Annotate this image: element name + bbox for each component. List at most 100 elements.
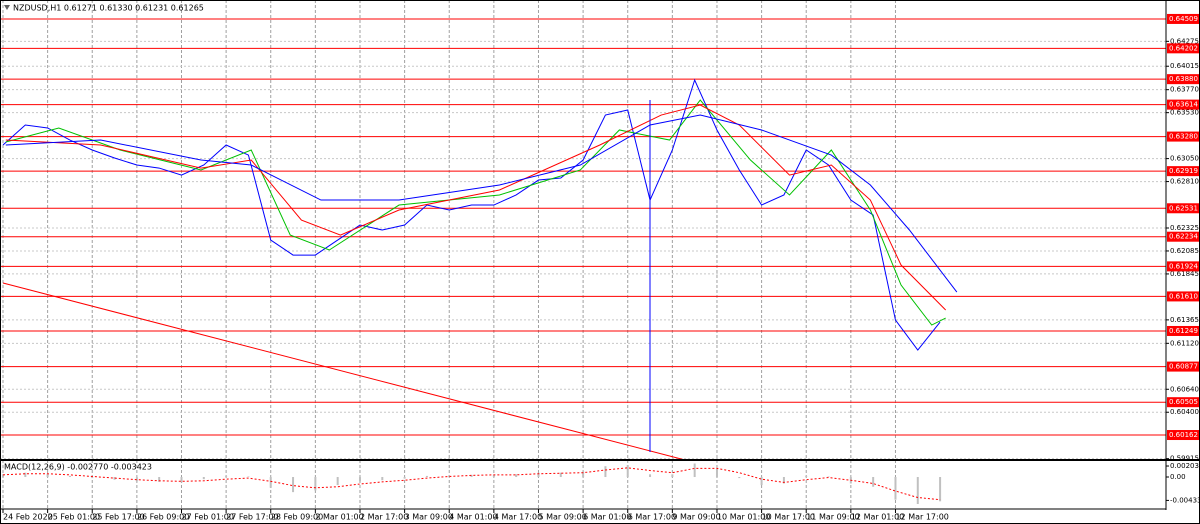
level-tag bbox=[1167, 99, 1199, 110]
macd-bar bbox=[738, 477, 741, 479]
y-tick-label: 0.62810 bbox=[1170, 178, 1199, 186]
level-label: 0.62919 bbox=[1169, 167, 1198, 175]
y-tick-label: 0.60400 bbox=[1170, 408, 1199, 416]
symbol-icon bbox=[4, 5, 10, 10]
price-line bbox=[2, 78, 941, 351]
y-tick-label: 0.62085 bbox=[1170, 247, 1199, 255]
macd-bar bbox=[381, 477, 384, 481]
macd-bar bbox=[269, 477, 272, 488]
y-tick-label: 0.64275 bbox=[1170, 37, 1199, 45]
chart-title: NZDUSD,H1 0.61271 0.61330 0.61231 0.6126… bbox=[13, 4, 204, 13]
macd-bar bbox=[91, 477, 94, 479]
x-tick-label: 10 Mar 17:00 bbox=[762, 513, 815, 522]
macd-bar bbox=[202, 477, 205, 480]
level-label: 0.63614 bbox=[1169, 101, 1198, 109]
macd-bar bbox=[559, 472, 562, 478]
level-label: 0.61249 bbox=[1169, 327, 1198, 335]
macd-bar bbox=[358, 477, 361, 482]
macd-bar bbox=[403, 477, 406, 479]
x-tick-label: 12 Mar 17:00 bbox=[895, 513, 948, 522]
macd-bar bbox=[24, 472, 27, 478]
macd-bar bbox=[894, 477, 897, 500]
macd-bar bbox=[671, 474, 674, 478]
macd-bar bbox=[292, 477, 295, 493]
x-tick-label: 2 Mar 01:00 bbox=[315, 513, 363, 522]
macd-bar bbox=[425, 475, 428, 478]
y-tick-label: 0.62325 bbox=[1170, 224, 1199, 232]
y-tick-label: 0.59915 bbox=[1170, 455, 1199, 463]
y-tick-label: 0.002036 bbox=[1170, 462, 1200, 470]
x-tick-label: 25 Feb 17:00 bbox=[92, 513, 144, 522]
macd-bar bbox=[872, 477, 875, 487]
macd-bar bbox=[715, 468, 718, 478]
x-tick-label: 3 Mar 09:00 bbox=[405, 513, 453, 522]
macd-bar bbox=[626, 465, 629, 478]
macd-bar bbox=[693, 463, 696, 478]
macd-bar bbox=[113, 477, 116, 480]
level-tag bbox=[1167, 361, 1199, 372]
macd-bar bbox=[225, 475, 228, 478]
macd-title: MACD(12,26,9) -0.002770 -0.003423 bbox=[4, 463, 152, 472]
x-tick-label: 27 Feb 17:00 bbox=[226, 513, 278, 522]
level-tag bbox=[1167, 397, 1199, 408]
level-tag bbox=[1167, 203, 1199, 214]
x-tick-label: 4 Mar 17:00 bbox=[494, 513, 542, 522]
level-tag bbox=[1167, 131, 1199, 142]
y-tick-label: 0.60640 bbox=[1170, 385, 1199, 393]
macd-bar bbox=[470, 474, 473, 478]
y-tick-label: 0.61365 bbox=[1170, 316, 1199, 324]
y-tick-label: 0.63770 bbox=[1170, 86, 1199, 94]
y-tick-label: -0.004332 bbox=[1170, 496, 1200, 504]
level-label: 0.60877 bbox=[1169, 363, 1198, 371]
x-tick-label: 6 Mar 01:00 bbox=[583, 513, 631, 522]
price-line bbox=[5, 104, 947, 311]
trend-line bbox=[2, 282, 686, 461]
x-tick-label: 27 Feb 01:00 bbox=[181, 513, 233, 522]
macd-bar bbox=[68, 475, 71, 478]
x-tick-label: 6 Mar 17:00 bbox=[628, 513, 676, 522]
price-line bbox=[5, 114, 958, 293]
x-tick-label: 26 Feb 09:00 bbox=[137, 513, 189, 522]
level-tag bbox=[1167, 13, 1199, 24]
level-tag bbox=[1167, 43, 1199, 54]
x-tick-label: 2 Mar 17:00 bbox=[360, 513, 408, 522]
level-label: 0.62234 bbox=[1169, 233, 1198, 241]
x-tick-label: 24 Feb 2020 bbox=[3, 513, 53, 522]
macd-bar bbox=[582, 471, 585, 478]
macd-bar bbox=[492, 474, 495, 478]
level-label: 0.60162 bbox=[1169, 431, 1198, 439]
level-label: 0.61924 bbox=[1169, 262, 1198, 270]
level-tag bbox=[1167, 231, 1199, 242]
level-tag bbox=[1167, 291, 1199, 302]
level-label: 0.60505 bbox=[1169, 398, 1198, 406]
level-label: 0.64509 bbox=[1169, 15, 1198, 23]
x-tick-label: 12 Mar 01:00 bbox=[851, 513, 904, 522]
macd-bar bbox=[158, 477, 161, 482]
macd-bar bbox=[247, 476, 250, 478]
macd-bar bbox=[180, 477, 183, 483]
x-tick-label: 9 Mar 09:00 bbox=[672, 513, 720, 522]
macd-bar bbox=[2, 474, 4, 478]
macd-bar bbox=[805, 475, 808, 478]
macd-bar bbox=[314, 477, 317, 491]
y-tick-label: 0.61845 bbox=[1170, 270, 1199, 278]
level-tag bbox=[1167, 261, 1199, 272]
macd-bar bbox=[515, 474, 518, 478]
y-tick-label: 0.00 bbox=[1170, 473, 1186, 481]
y-tick-label: 0.63530 bbox=[1170, 109, 1199, 117]
x-tick-label: 28 Feb 09:00 bbox=[271, 513, 323, 522]
level-tag bbox=[1167, 166, 1199, 177]
y-tick-label: 0.63050 bbox=[1170, 155, 1199, 163]
x-tick-label: 5 Mar 09:00 bbox=[538, 513, 586, 522]
macd-bar bbox=[604, 466, 607, 478]
macd-bar bbox=[336, 477, 339, 486]
level-label: 0.62531 bbox=[1169, 204, 1198, 212]
x-tick-label: 11 Mar 09:00 bbox=[806, 513, 859, 522]
macd-bar bbox=[760, 477, 763, 486]
macd-bar bbox=[448, 475, 451, 478]
y-tick-label: 0.64015 bbox=[1170, 62, 1199, 70]
macd-bar bbox=[939, 477, 942, 502]
x-tick-label: 4 Mar 01:00 bbox=[449, 513, 497, 522]
level-tag bbox=[1167, 74, 1199, 85]
